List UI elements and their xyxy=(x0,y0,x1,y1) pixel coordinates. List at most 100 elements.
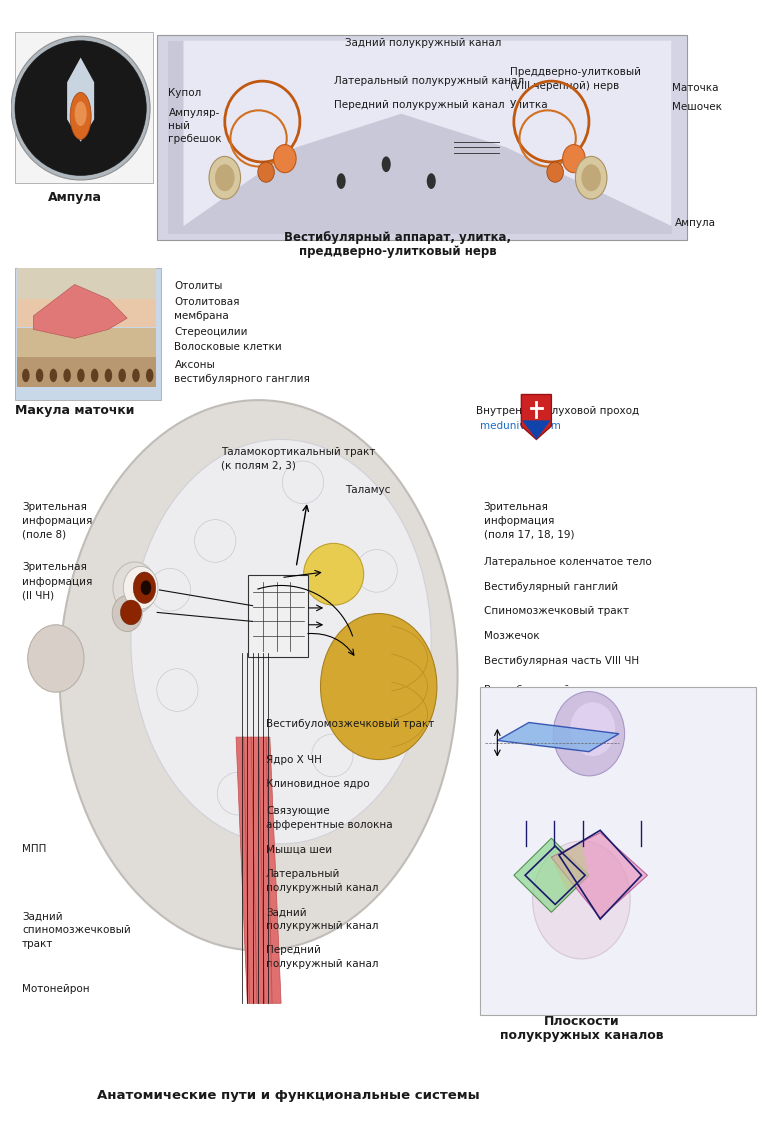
Text: афферентные волокна: афферентные волокна xyxy=(266,820,393,830)
Ellipse shape xyxy=(215,164,234,191)
Polygon shape xyxy=(552,832,648,918)
Text: Зрительная: Зрительная xyxy=(22,502,87,512)
Text: мембрана: мембрана xyxy=(175,311,229,321)
Text: Латеральное коленчатое тело: Латеральное коленчатое тело xyxy=(484,557,652,566)
FancyBboxPatch shape xyxy=(17,300,156,328)
Text: Задний полукружный канал: Задний полукружный канал xyxy=(345,38,501,48)
FancyBboxPatch shape xyxy=(17,329,156,357)
Ellipse shape xyxy=(11,36,150,180)
Text: Вестибулярная часть VIII ЧН: Вестибулярная часть VIII ЧН xyxy=(484,655,639,665)
Ellipse shape xyxy=(533,841,630,959)
Ellipse shape xyxy=(304,544,364,605)
Ellipse shape xyxy=(77,368,85,382)
Ellipse shape xyxy=(63,368,71,382)
Polygon shape xyxy=(169,41,671,234)
Text: информация: информация xyxy=(22,517,92,526)
Text: Плоскости: Плоскости xyxy=(543,1016,620,1028)
Ellipse shape xyxy=(570,703,615,757)
Text: (поля 17, 18, 19): (поля 17, 18, 19) xyxy=(484,530,575,539)
Text: Стереоцилии: Стереоцилии xyxy=(175,327,248,337)
Text: Мышца шеи: Мышца шеи xyxy=(266,844,332,855)
FancyBboxPatch shape xyxy=(17,357,156,386)
Ellipse shape xyxy=(575,157,607,199)
Text: Волосковые клетки: Волосковые клетки xyxy=(175,342,282,352)
Ellipse shape xyxy=(50,368,57,382)
Text: (поле 8): (поле 8) xyxy=(22,530,66,539)
Text: тракт: тракт xyxy=(22,939,53,949)
Text: Латеральный полукружный канал: Латеральный полукружный канал xyxy=(333,77,523,86)
Polygon shape xyxy=(67,57,94,142)
Text: Улитка: Улитка xyxy=(510,100,549,109)
Ellipse shape xyxy=(134,572,156,604)
Ellipse shape xyxy=(91,368,98,382)
Polygon shape xyxy=(183,41,671,226)
Ellipse shape xyxy=(131,439,431,843)
Text: Клиновидное ядро: Клиновидное ядро xyxy=(266,779,370,789)
Ellipse shape xyxy=(132,368,140,382)
Text: Мотонейрон: Мотонейрон xyxy=(22,984,90,993)
Text: Зрительная: Зрительная xyxy=(484,502,549,512)
Ellipse shape xyxy=(547,162,563,182)
Text: (II ЧН): (II ЧН) xyxy=(22,590,54,600)
Text: Мозжечок: Мозжечок xyxy=(484,631,539,641)
Ellipse shape xyxy=(113,562,156,614)
Text: вестибулярного ганглия: вестибулярного ганглия xyxy=(175,374,311,384)
Text: полукружных каналов: полукружных каналов xyxy=(500,1028,663,1042)
FancyBboxPatch shape xyxy=(14,268,161,400)
Text: Зрительная: Зрительная xyxy=(22,563,87,572)
FancyBboxPatch shape xyxy=(480,687,756,1015)
Text: МПП: МПП xyxy=(22,844,47,855)
Text: meduniver.com: meduniver.com xyxy=(480,421,561,431)
Ellipse shape xyxy=(36,368,43,382)
Text: спиномозжечковый: спиномозжечковый xyxy=(22,926,130,936)
FancyBboxPatch shape xyxy=(157,35,687,240)
Text: 30°: 30° xyxy=(490,706,508,716)
Ellipse shape xyxy=(105,368,112,382)
FancyBboxPatch shape xyxy=(14,32,153,184)
Text: Вестибуломозжечковый тракт: Вестибуломозжечковый тракт xyxy=(266,718,434,729)
Text: Таламус: Таламус xyxy=(345,485,391,495)
Polygon shape xyxy=(552,841,589,891)
Ellipse shape xyxy=(70,92,91,140)
Ellipse shape xyxy=(15,41,146,176)
Text: полукружный канал: полукружный канал xyxy=(266,883,378,893)
Ellipse shape xyxy=(553,691,625,776)
Polygon shape xyxy=(34,285,127,338)
Text: (к полям 2, 3): (к полям 2, 3) xyxy=(221,461,296,471)
Text: Задний: Задний xyxy=(22,912,63,922)
Text: Передний полукружный канал: Передний полукружный канал xyxy=(333,100,504,109)
Text: Отолитовая: Отолитовая xyxy=(175,297,240,307)
Text: Анатомические пути и функциональные системы: Анатомические пути и функциональные сист… xyxy=(97,1089,480,1102)
Text: Спиномозжечковый тракт: Спиномозжечковый тракт xyxy=(484,606,629,616)
Polygon shape xyxy=(236,738,281,1003)
Ellipse shape xyxy=(562,144,585,172)
Ellipse shape xyxy=(112,596,142,632)
Ellipse shape xyxy=(320,614,437,760)
Text: информация: информация xyxy=(484,517,554,526)
Ellipse shape xyxy=(27,625,84,692)
Polygon shape xyxy=(522,420,551,439)
Text: Ядро X ЧН: Ядро X ЧН xyxy=(266,754,322,765)
Text: (VIII черепной) нерв: (VIII черепной) нерв xyxy=(510,81,620,90)
Text: Вестибулярный аппарат, улитка,: Вестибулярный аппарат, улитка, xyxy=(284,231,511,244)
Text: полукружный канал: полукружный канал xyxy=(266,921,378,931)
Text: Отолиты: Отолиты xyxy=(175,280,223,291)
Ellipse shape xyxy=(209,157,240,199)
Text: Преддверно-улитковый: Преддверно-улитковый xyxy=(510,68,641,77)
Ellipse shape xyxy=(60,400,458,950)
Text: информация: информация xyxy=(22,577,92,587)
FancyBboxPatch shape xyxy=(248,575,308,658)
Polygon shape xyxy=(513,838,589,912)
FancyBboxPatch shape xyxy=(17,268,156,300)
Ellipse shape xyxy=(146,368,153,382)
Text: полукружный канал: полукружный канал xyxy=(266,959,378,969)
Text: Латеральный: Латеральный xyxy=(266,869,340,879)
Ellipse shape xyxy=(118,368,126,382)
Ellipse shape xyxy=(22,368,30,382)
Text: Вестибулярный ганглий: Вестибулярный ганглий xyxy=(484,581,618,591)
Text: Макула маточки: Макула маточки xyxy=(15,404,134,417)
Ellipse shape xyxy=(121,600,141,625)
Polygon shape xyxy=(497,723,619,752)
Ellipse shape xyxy=(336,173,346,189)
Ellipse shape xyxy=(581,164,601,191)
